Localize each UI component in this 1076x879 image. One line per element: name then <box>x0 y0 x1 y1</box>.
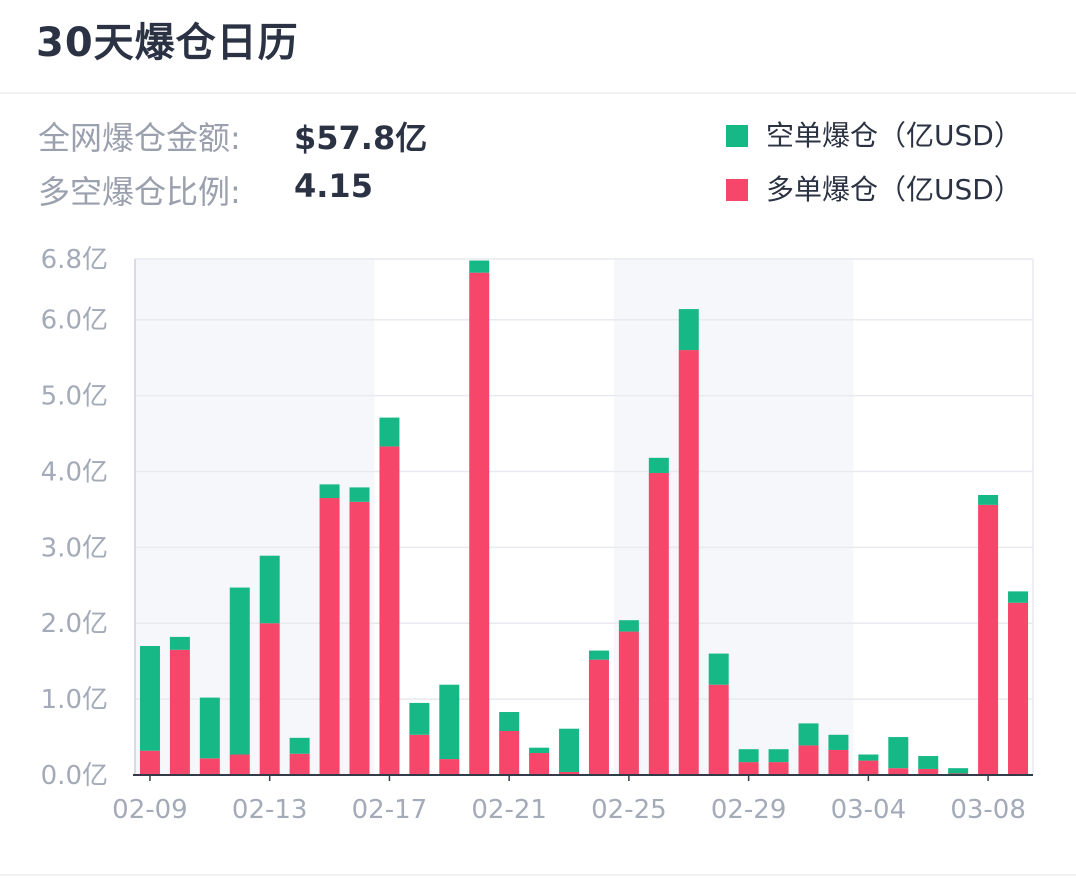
long-short-ratio-value: 4.15 <box>294 167 373 205</box>
bar-short-03-05 <box>888 737 909 769</box>
bar-long-02-13 <box>259 623 280 775</box>
bar-long-02-09 <box>139 750 160 775</box>
bar-long-02-29 <box>738 762 759 775</box>
bar-long-02-14 <box>289 753 310 775</box>
x-tick-label: 02-13 <box>232 795 308 825</box>
bar-long-02-12 <box>229 754 250 775</box>
footer-divider <box>0 874 1076 876</box>
bar-long-02-19 <box>439 759 460 775</box>
bar-long-02-17 <box>379 446 400 775</box>
bar-long-02-11 <box>199 758 220 775</box>
bar-short-02-16 <box>349 487 370 502</box>
bar-long-02-10 <box>169 649 190 775</box>
bar-short-02-11 <box>199 697 220 759</box>
total-liquidation-stat: 全网爆仓金额: $57.8亿 <box>38 113 427 159</box>
bar-short-02-17 <box>379 417 400 447</box>
bar-long-02-23 <box>559 771 580 775</box>
bar-short-03-09 <box>1008 591 1029 603</box>
bar-long-02-24 <box>588 659 609 775</box>
bar-short-03-08 <box>978 494 999 505</box>
bar-long-02-20 <box>469 272 490 775</box>
y-tick-label: 6.8亿 <box>41 245 108 275</box>
bar-short-02-25 <box>618 620 639 632</box>
bar-short-02-09 <box>139 646 160 751</box>
x-tick-label: 02-29 <box>711 795 787 825</box>
bar-short-03-03 <box>828 734 849 750</box>
bar-short-03-06 <box>918 756 939 769</box>
bar-long-03-04 <box>858 760 879 775</box>
bar-long-02-25 <box>618 631 639 775</box>
bar-long-02-21 <box>499 730 520 775</box>
bar-short-03-07 <box>948 768 969 774</box>
bar-short-02-28 <box>708 653 729 685</box>
bar-long-03-08 <box>978 504 999 775</box>
y-tick-label: 4.0亿 <box>41 457 108 487</box>
bar-long-02-27 <box>678 350 699 775</box>
bar-short-02-15 <box>319 484 340 499</box>
bar-long-03-06 <box>918 768 939 775</box>
bar-long-02-18 <box>409 734 430 775</box>
bar-long-02-26 <box>648 472 669 775</box>
bar-long-03-03 <box>828 749 849 775</box>
bar-short-02-20 <box>469 260 490 273</box>
bar-long-02-15 <box>319 498 340 775</box>
bar-short-02-19 <box>439 684 460 760</box>
bar-short-03-01 <box>768 749 789 763</box>
bar-short-02-27 <box>678 309 699 351</box>
y-tick-label: 0.0亿 <box>41 761 108 791</box>
x-tick-label: 02-25 <box>591 795 667 825</box>
legend-label-short: 空单爆仓（亿USD） <box>766 119 1022 152</box>
legend-label-long: 多单爆仓（亿USD） <box>766 173 1022 206</box>
bar-long-03-05 <box>888 768 909 775</box>
header: 30天爆仓日历 <box>0 0 1076 94</box>
bar-long-03-09 <box>1008 602 1029 775</box>
y-tick-label: 6.0亿 <box>41 306 108 336</box>
bar-long-03-01 <box>768 762 789 775</box>
bar-short-02-21 <box>499 712 520 731</box>
total-liquidation-label: 全网爆仓金额: <box>38 119 241 157</box>
x-tick-label: 02-09 <box>112 795 188 825</box>
bar-short-03-02 <box>798 723 819 746</box>
total-liquidation-value: $57.8亿 <box>294 119 428 157</box>
bar-short-02-18 <box>409 702 430 735</box>
bar-long-02-22 <box>529 752 550 775</box>
bar-long-02-16 <box>349 501 370 775</box>
bar-short-02-13 <box>259 555 280 624</box>
bar-short-02-26 <box>648 457 669 473</box>
page-title: 30天爆仓日历 <box>36 20 299 66</box>
bar-short-02-24 <box>588 650 609 660</box>
y-tick-label: 2.0亿 <box>41 609 108 639</box>
bar-short-02-22 <box>529 747 550 753</box>
x-tick-label: 02-21 <box>471 795 547 825</box>
legend-swatch-short <box>726 125 748 147</box>
x-tick-label: 03-04 <box>831 795 907 825</box>
bar-long-03-02 <box>798 745 819 775</box>
bar-short-02-29 <box>738 749 759 763</box>
legend-swatch-long <box>726 179 748 201</box>
y-tick-label: 3.0亿 <box>41 533 108 563</box>
x-tick-label: 03-08 <box>950 795 1026 825</box>
bar-long-02-28 <box>708 684 729 775</box>
long-short-ratio-stat: 多空爆仓比例: 4.15 <box>38 167 373 213</box>
x-tick-label: 02-17 <box>352 795 428 825</box>
bar-short-02-23 <box>559 728 580 772</box>
long-short-ratio-label: 多空爆仓比例: <box>38 173 241 211</box>
legend-item-long[interactable]: 多单爆仓（亿USD） <box>726 168 1022 208</box>
bar-short-03-04 <box>858 754 879 761</box>
y-tick-label: 5.0亿 <box>41 382 108 412</box>
bar-short-02-12 <box>229 587 250 755</box>
bar-short-02-14 <box>289 737 310 754</box>
y-tick-label: 1.0亿 <box>41 685 108 715</box>
legend-item-short[interactable]: 空单爆仓（亿USD） <box>726 114 1022 154</box>
bar-short-02-10 <box>169 636 190 650</box>
